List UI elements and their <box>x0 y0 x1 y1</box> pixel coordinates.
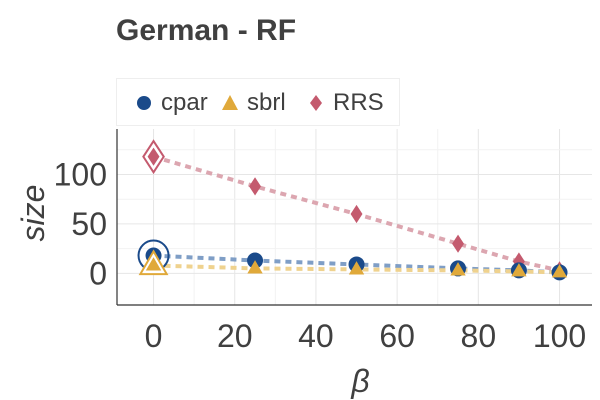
diamond-marker-icon <box>310 95 322 111</box>
y-axis-label: size <box>15 185 51 242</box>
legend: cpar sbrl RRS <box>116 78 400 126</box>
chart-title: German - RF <box>116 14 297 47</box>
data-point-RRS <box>350 204 363 224</box>
y-tick-label: 50 <box>71 206 107 242</box>
x-tick-label: 60 <box>379 318 415 354</box>
x-axis-label: β <box>350 363 369 399</box>
data-point-sbrl <box>511 263 527 277</box>
data-point-RRS <box>147 147 160 166</box>
legend-item-cpar: cpar <box>135 89 208 117</box>
legend-label-sbrl: sbrl <box>247 89 286 116</box>
data-point-RRS <box>249 177 261 196</box>
x-tick-label: 0 <box>145 318 163 354</box>
series-line-RRS <box>152 154 560 273</box>
x-tick-label: 40 <box>298 318 334 354</box>
circle-marker-icon <box>137 96 151 110</box>
legend-item-sbrl: sbrl <box>221 89 286 117</box>
x-tick-label: 100 <box>533 318 586 354</box>
triangle-marker-icon <box>222 95 238 110</box>
data-point-sbrl <box>348 261 365 275</box>
y-tick-label: 100 <box>54 156 107 192</box>
data-point-sbrl <box>247 260 263 274</box>
data-point-sbrl <box>145 257 162 271</box>
x-tick-label: 80 <box>461 318 497 354</box>
legend-item-rrs: RRS <box>307 89 384 117</box>
series-line-sbrl <box>153 263 560 275</box>
data-point-sbrl <box>450 262 466 276</box>
y-tick-label: 0 <box>89 255 107 291</box>
x-tick-label: 20 <box>217 318 253 354</box>
data-point-RRS <box>452 234 464 253</box>
legend-label-cpar: cpar <box>161 89 208 116</box>
series-line-cpar <box>153 253 560 275</box>
data-point-sbrl <box>551 264 568 278</box>
legend-label-rrs: RRS <box>333 89 384 116</box>
